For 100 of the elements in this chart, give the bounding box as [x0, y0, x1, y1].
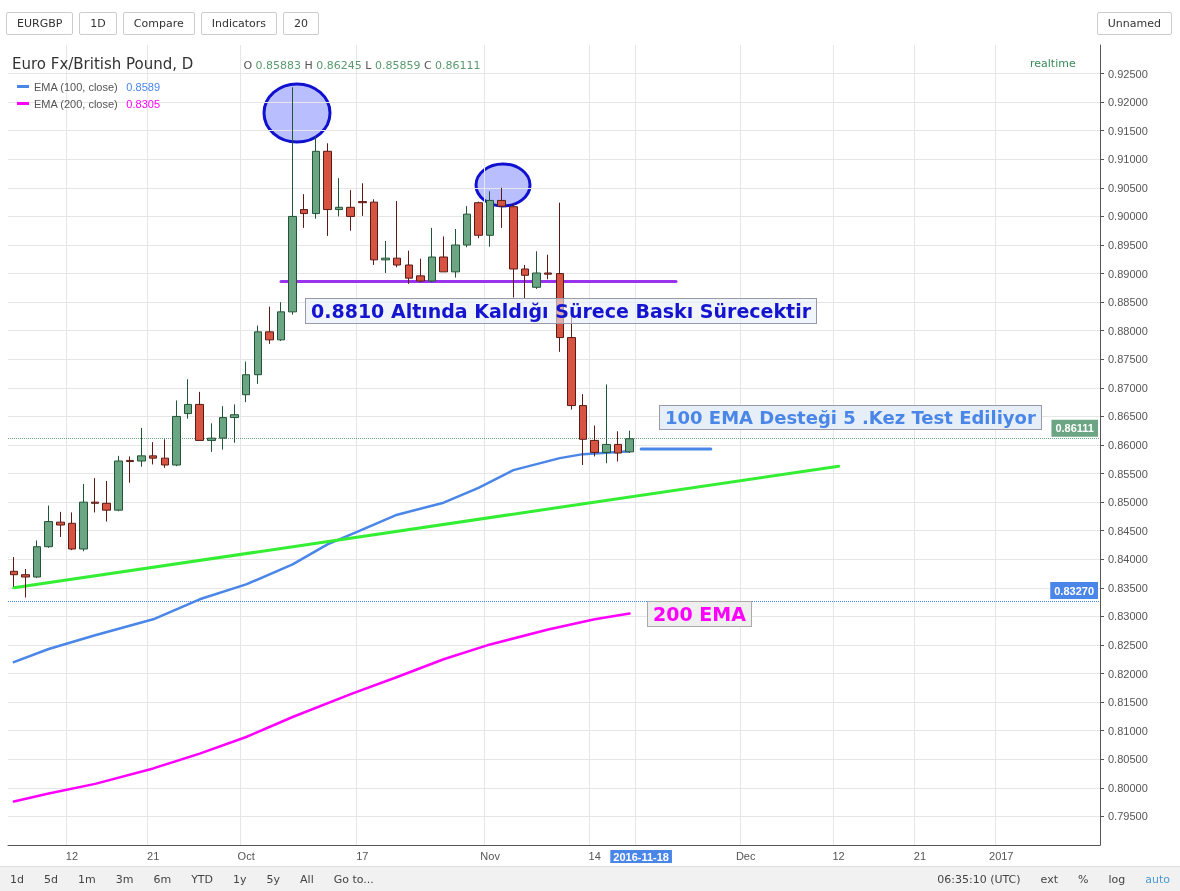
candlestick — [428, 227, 436, 283]
text: 06:35:10 (UTC) — [936, 872, 1022, 886]
annotation: realtime — [1030, 57, 1076, 70]
x-tick-label: 14 — [588, 849, 601, 862]
candlestick — [300, 193, 308, 229]
y-tick-label: 0.90500 — [1108, 181, 1148, 194]
text: 1d — [9, 872, 25, 886]
candlestick — [33, 539, 41, 579]
x-tick-label: 17 — [356, 849, 369, 862]
text: 1m — [76, 872, 97, 886]
legend-label: EMA (100, close) — [34, 80, 118, 93]
y-tick-label: 0.86500 — [1108, 410, 1148, 423]
candlestick — [393, 200, 401, 268]
candlestick — [451, 228, 460, 279]
y-tick-label: 0.82500 — [1108, 639, 1148, 651]
x-tick-label: 12 — [832, 849, 845, 862]
y-tick-label: 0.80000 — [1108, 781, 1148, 794]
candlestick — [439, 235, 448, 273]
text: ext — [1039, 872, 1059, 886]
text: 20 — [283, 11, 320, 35]
y-tick-label: 0.92500 — [1108, 67, 1148, 80]
candlestick — [242, 361, 250, 403]
candlestick — [509, 202, 518, 299]
y-tick-label: 0.80500 — [1108, 753, 1148, 766]
text: YTD — [190, 872, 215, 886]
candlestick — [474, 201, 483, 239]
candlestick — [114, 455, 123, 512]
text: 1D — [79, 11, 117, 35]
ref-line-label: 0.86111 — [1055, 422, 1094, 435]
x-tick-label: 12 — [65, 849, 79, 862]
text: auto — [1144, 872, 1171, 886]
candlestick — [335, 177, 343, 217]
y-tick-label: 0.91500 — [1108, 124, 1148, 137]
text: Indicators — [200, 11, 278, 35]
y-tick-label: 0.86000 — [1108, 439, 1148, 451]
candlestick — [102, 480, 111, 523]
candlestick — [277, 301, 285, 342]
candlestick — [381, 240, 390, 274]
candlestick — [91, 477, 99, 513]
text: 3m — [114, 872, 135, 886]
candlestick — [56, 511, 65, 538]
candlestick — [21, 568, 30, 599]
candlestick — [288, 86, 297, 316]
candlestick — [312, 135, 320, 220]
text: 5d — [43, 872, 59, 886]
candlestick — [79, 483, 88, 552]
annotation: 0.8589 — [126, 80, 161, 93]
candlestick — [323, 142, 332, 237]
candlestick — [346, 189, 355, 232]
text: Go to... — [332, 872, 375, 886]
y-tick-label: 0.81000 — [1108, 724, 1148, 737]
candlestick — [532, 250, 541, 290]
annotation: 200 EMA — [647, 601, 752, 627]
candlestick — [195, 391, 204, 441]
candlestick — [265, 306, 274, 345]
legend-label: EMA (200, close) — [34, 97, 118, 110]
line-series — [12, 612, 631, 803]
y-tick-label: 0.87500 — [1108, 353, 1148, 366]
y-tick-label: 0.83500 — [1108, 581, 1148, 594]
candlestick — [463, 205, 471, 248]
x-tick-label: 21 — [147, 849, 160, 862]
y-tick-label: 0.84000 — [1108, 553, 1148, 566]
candlestick — [544, 254, 552, 280]
candlestick — [254, 325, 262, 385]
candlestick — [44, 505, 53, 549]
text: EURGBP — [6, 11, 74, 35]
candlestick — [416, 258, 425, 283]
candlestick — [370, 198, 378, 266]
y-tick-label: 0.91000 — [1108, 153, 1148, 166]
candlestick — [497, 187, 506, 229]
candlestick — [486, 190, 494, 248]
text: 6m — [152, 872, 173, 886]
x-tick-label: 21 — [913, 849, 927, 862]
y-tick-label: 0.79500 — [1108, 810, 1148, 823]
candlestick — [126, 455, 134, 484]
candlestick — [149, 441, 157, 465]
candlestick — [161, 438, 169, 469]
y-tick-label: 0.82000 — [1108, 667, 1148, 680]
text: % — [1077, 872, 1090, 886]
candlestick — [614, 430, 622, 463]
annotation: 0.8810 Altında Kaldığı Sürece Baskı Sürecektir — [305, 298, 818, 324]
candlestick — [590, 425, 599, 457]
y-tick-label: 0.81500 — [1108, 696, 1148, 709]
candlestick — [579, 393, 587, 466]
ref-line-label: 0.83270 — [1054, 584, 1094, 597]
text: All — [299, 872, 315, 886]
text: 5y — [265, 872, 282, 886]
y-tick-label: 0.88000 — [1108, 324, 1148, 337]
annotation: 0.8305 — [126, 97, 161, 110]
candlestick — [358, 182, 367, 217]
y-tick-label: 0.89500 — [1108, 239, 1148, 251]
annotation: 100 EMA Desteği 5 .Kez Test Ediliyor — [659, 405, 1042, 430]
text: O 0.85883 H 0.86245 L 0.85859 C 0.86111 — [243, 59, 481, 72]
text: Euro Fx/British Pound, D — [12, 55, 194, 73]
candlestick — [10, 556, 18, 588]
y-tick-label: 0.92000 — [1108, 96, 1148, 109]
text: log — [1107, 872, 1127, 886]
x-tick-label: Dec — [735, 849, 756, 862]
text: Unnamed — [1096, 11, 1172, 35]
y-tick-label: 0.83000 — [1108, 610, 1148, 623]
